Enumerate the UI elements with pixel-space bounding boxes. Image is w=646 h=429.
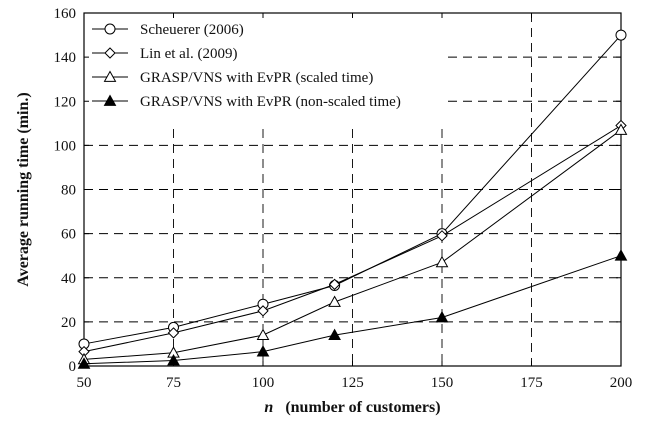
legend-label: GRASP/VNS with EvPR (scaled time) — [140, 70, 373, 86]
legend-item: GRASP/VNS with EvPR (scaled time) — [92, 70, 373, 86]
legend-item: Lin et al. (2009) — [92, 46, 237, 62]
x-axis-title-text: (number of customers) — [285, 399, 440, 416]
y-tick-label: 80 — [61, 183, 76, 199]
series-4 — [77, 249, 628, 369]
data-point — [257, 305, 269, 317]
legend-label: Lin et al. (2009) — [140, 46, 237, 62]
series-line — [83, 129, 622, 360]
data-point — [435, 310, 449, 323]
axis-ticks: 0 20 40 60 80 100 120 140 160 50 75 100 125 150 175 200 — [54, 6, 633, 391]
legend-label: Scheuerer (2006) — [140, 22, 244, 38]
legend-marker — [103, 94, 117, 106]
series-line — [83, 125, 622, 353]
legend: Scheuerer (2006) Lin et al. (2009) GRASP/V… — [92, 22, 401, 110]
y-tick-label: 160 — [54, 6, 77, 22]
series-layer — [77, 29, 628, 369]
series-3 — [77, 123, 628, 365]
y-tick-label: 0 — [69, 359, 77, 375]
x-tick-label: 125 — [341, 375, 364, 391]
x-axis-title: n (number of customers) — [264, 399, 440, 416]
legend-label: GRASP/VNS with EvPR (non-scaled time) — [140, 94, 401, 110]
x-tick-label: 150 — [431, 375, 454, 391]
y-tick-label: 60 — [61, 227, 76, 243]
data-point — [77, 357, 91, 369]
y-tick-label: 120 — [54, 94, 77, 110]
series-line — [83, 34, 622, 345]
y-axis-title: Average running time (min.) — [15, 92, 32, 286]
data-point — [328, 295, 341, 307]
data-point — [167, 327, 180, 339]
legend-marker — [104, 47, 116, 59]
legend-item: Scheuerer (2006) — [92, 22, 244, 38]
legend-marker — [103, 70, 117, 82]
x-tick-label: 50 — [77, 375, 92, 391]
series-line — [83, 255, 622, 365]
x-tick-label: 100 — [252, 375, 275, 391]
data-point — [256, 345, 270, 357]
data-point — [615, 29, 627, 41]
x-tick-label: 200 — [610, 375, 633, 391]
data-point — [167, 353, 180, 366]
y-tick-label: 20 — [61, 315, 76, 331]
data-point — [614, 123, 628, 135]
data-point — [436, 230, 448, 242]
data-point — [614, 249, 628, 261]
y-tick-label: 40 — [61, 271, 76, 287]
legend-marker — [104, 23, 116, 35]
x-tick-label: 175 — [520, 375, 543, 391]
y-tick-label: 140 — [54, 50, 77, 66]
x-axis-title-italic: n — [264, 399, 273, 416]
x-tick-label: 75 — [166, 375, 181, 391]
data-point — [328, 328, 341, 341]
data-point — [256, 328, 270, 341]
legend-item: GRASP/VNS with EvPR (non-scaled time) — [92, 94, 401, 110]
data-point — [328, 278, 341, 291]
data-point — [435, 255, 449, 268]
y-tick-label: 100 — [54, 138, 77, 154]
